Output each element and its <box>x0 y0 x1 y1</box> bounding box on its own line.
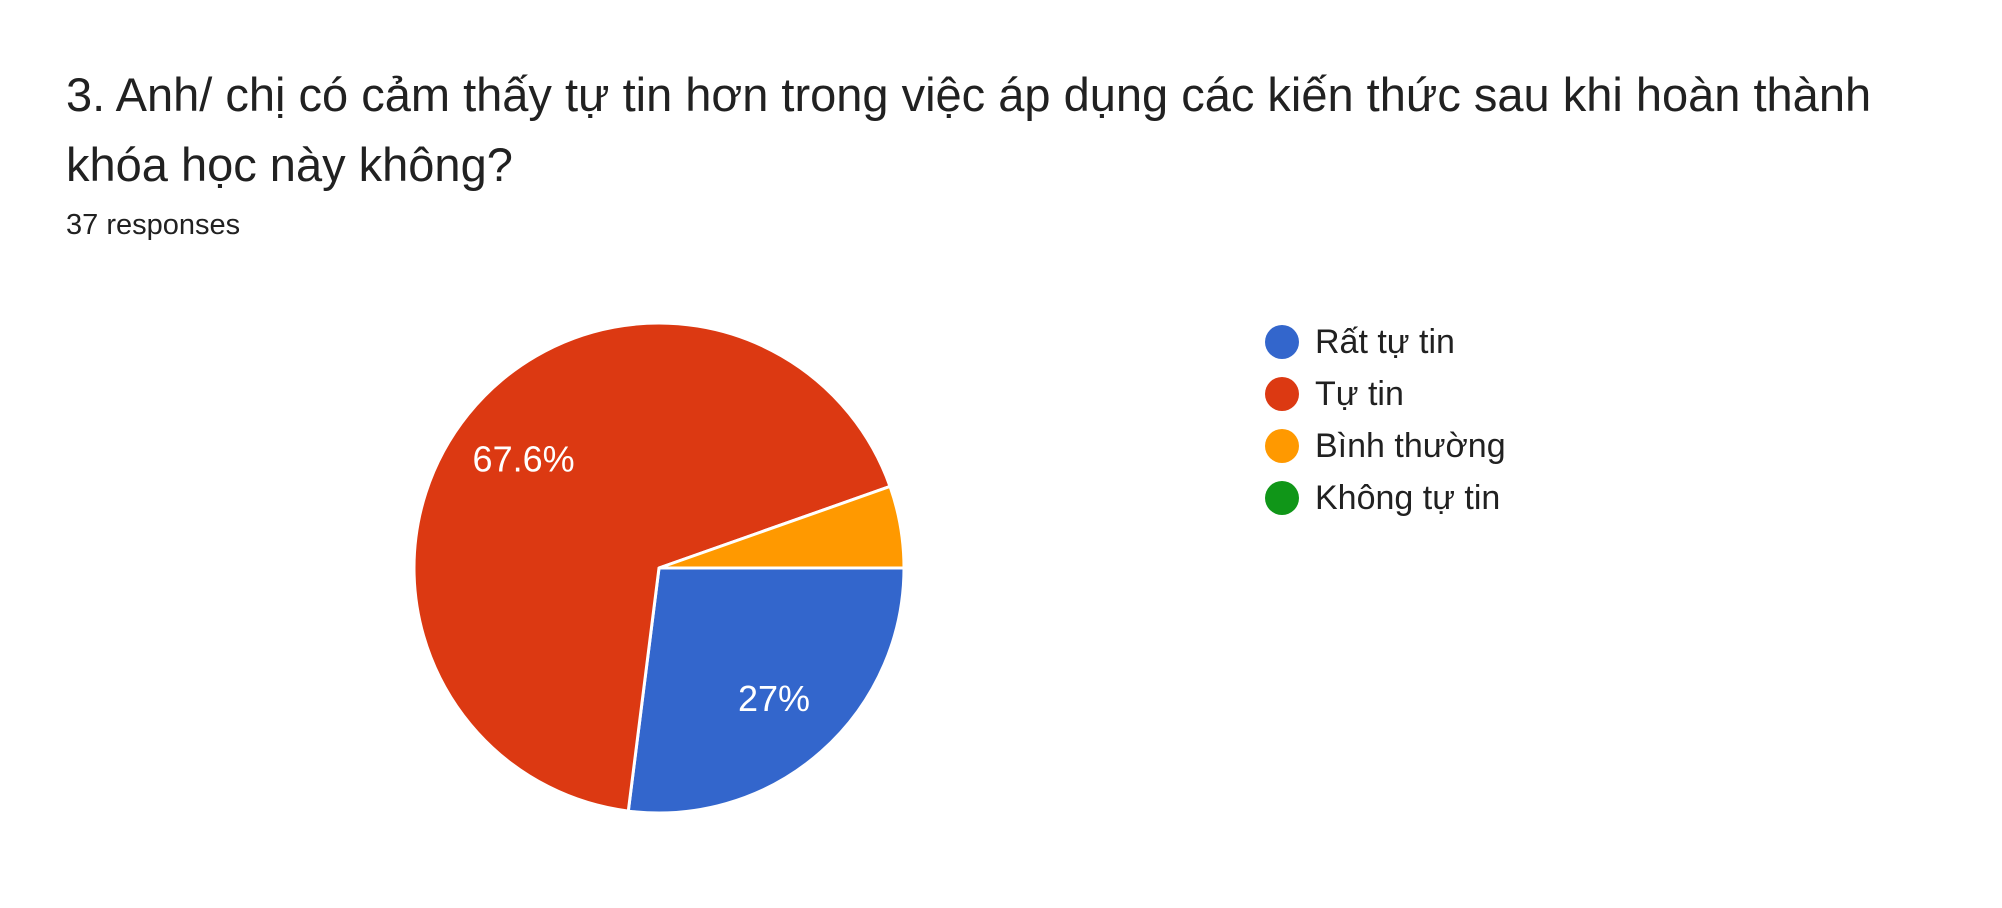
legend-label: Bình thường <box>1315 426 1506 465</box>
legend-swatch-icon <box>1265 377 1299 411</box>
legend-swatch-icon <box>1265 429 1299 463</box>
question-title: 3. Anh/ chị có cảm thấy tự tin hơn trong… <box>66 68 1872 191</box>
legend-item: Rất tự tin <box>1265 322 1506 362</box>
responses-count: 37 responses <box>66 209 241 241</box>
chart-legend: Rất tự tin Tự tin Bình thường Không tự tin <box>1265 322 1506 530</box>
pie-slice-1[interactable] <box>412 321 892 813</box>
legend-label: Không tự tin <box>1315 478 1501 517</box>
legend-item: Không tự tin <box>1265 478 1506 518</box>
legend-item: Tự tin <box>1265 374 1506 414</box>
pie-slice-0[interactable] <box>626 566 906 815</box>
legend-item: Bình thường <box>1265 426 1506 466</box>
legend-label: Rất tự tin <box>1315 322 1455 361</box>
pie-slice-label: 67.6% <box>473 438 575 479</box>
pie-slice-2[interactable] <box>657 484 906 570</box>
pie-slice-label: 27% <box>738 678 810 719</box>
legend-label: Tự tin <box>1315 374 1404 413</box>
chart-header: 3. Anh/ chị có cảm thấy tự tin hơn trong… <box>66 60 1896 242</box>
legend-swatch-icon <box>1265 325 1299 359</box>
legend-swatch-icon <box>1265 481 1299 515</box>
